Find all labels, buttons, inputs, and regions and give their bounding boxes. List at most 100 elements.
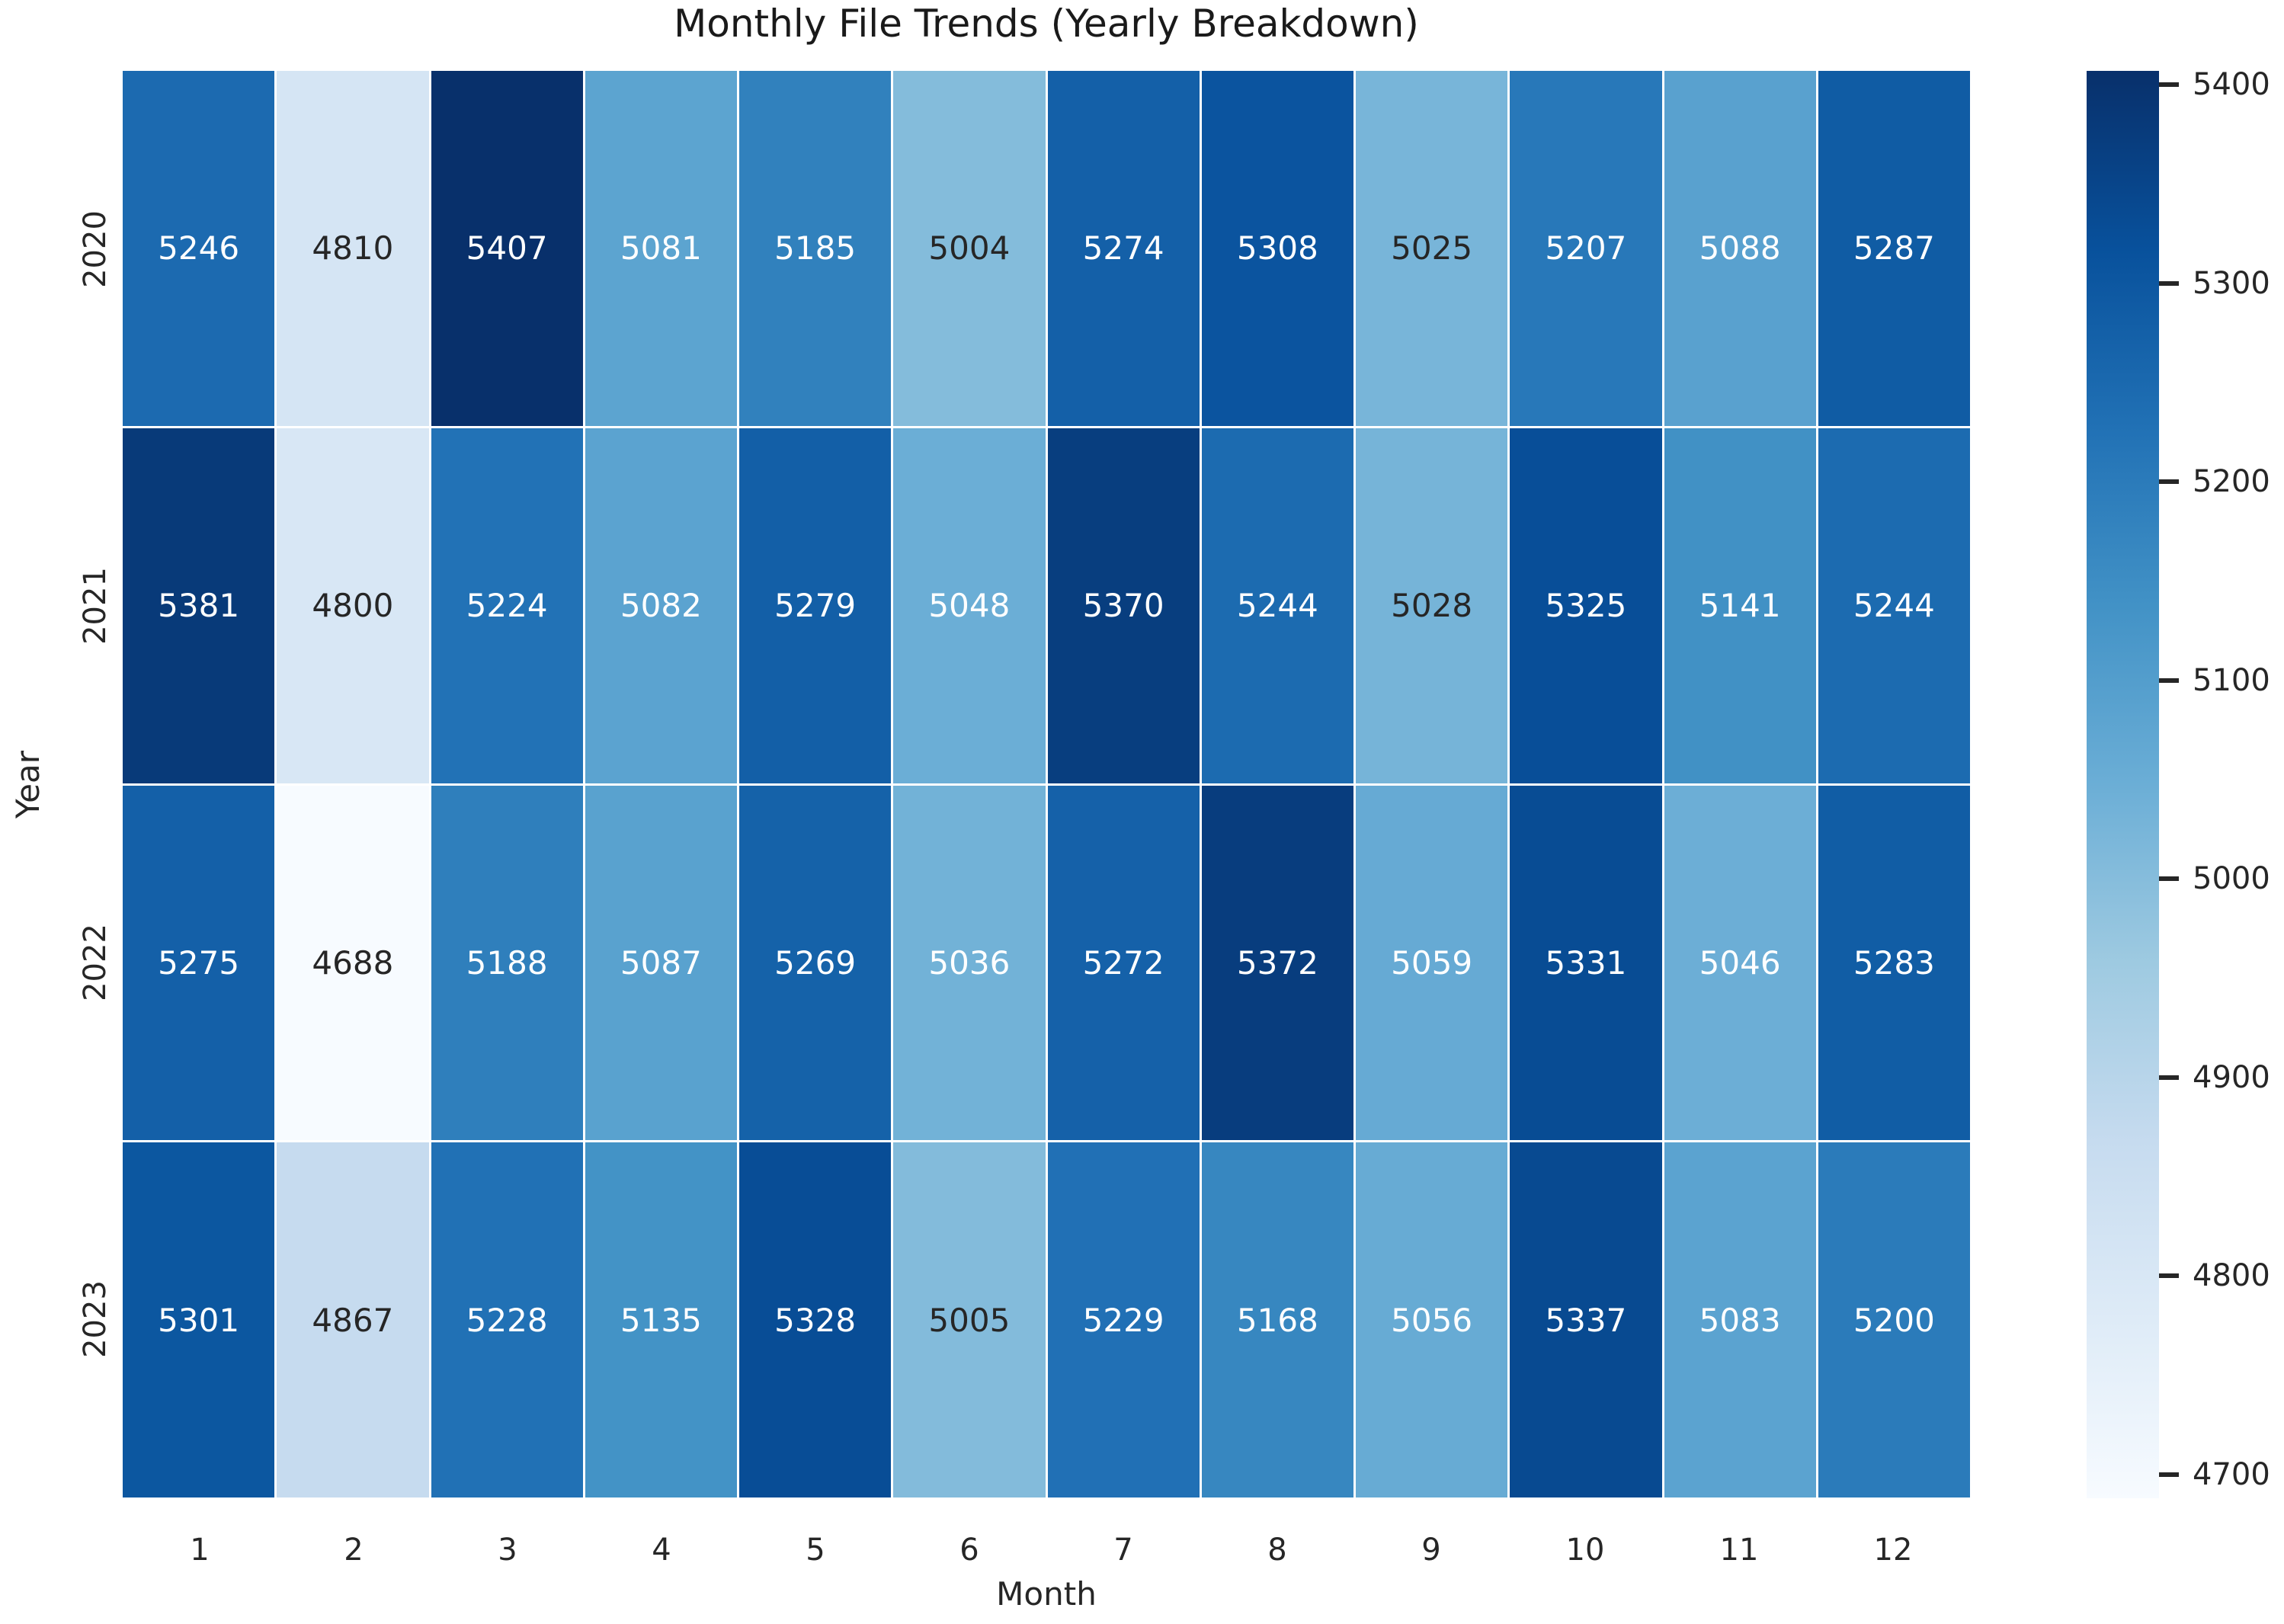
heatmap-cell: 5279 [739, 428, 892, 783]
heatmap-cell: 5372 [1201, 785, 1353, 1141]
heatmap-grid: 5246 4810 5407 5081 5185 5004 5274 5308 5025 5207… [123, 71, 1970, 1497]
colorbar-tick [2159, 1273, 2179, 1279]
colorbar-tick-label: 4900 [2193, 1059, 2270, 1095]
colorbar-tick-label: 5200 [2193, 464, 2270, 500]
y-tick-label: 2023 [78, 1280, 114, 1358]
cell-value: 5274 [1082, 229, 1164, 267]
heatmap-cell: 5188 [431, 785, 583, 1141]
cell-value: 5036 [928, 943, 1011, 982]
colorbar-tick-label: 5100 [2193, 662, 2270, 698]
cell-value: 5185 [774, 229, 857, 267]
cell-value: 5228 [466, 1301, 548, 1339]
heatmap-cell: 5331 [1510, 785, 1662, 1141]
colorbar-tick [2159, 280, 2179, 286]
heatmap-cell: 5328 [739, 1142, 892, 1497]
cell-value: 4810 [312, 229, 394, 267]
cell-value: 5337 [1545, 1301, 1627, 1339]
x-tick-label: 12 [1873, 1533, 1913, 1568]
colorbar-tick [2159, 1472, 2179, 1477]
cell-value: 5287 [1853, 229, 1935, 267]
cell-value: 5331 [1545, 943, 1627, 982]
heatmap-cell: 5283 [1818, 785, 1970, 1141]
heatmap-cell: 5048 [893, 428, 1046, 783]
heatmap-cell: 5046 [1664, 785, 1816, 1141]
cell-value: 5272 [1082, 943, 1164, 982]
cell-value: 5168 [1236, 1301, 1318, 1339]
cell-value: 5207 [1545, 229, 1627, 267]
colorbar-tick-label: 4700 [2193, 1456, 2270, 1492]
heatmap-cell: 5141 [1664, 428, 1816, 783]
colorbar-tick [2159, 1075, 2179, 1080]
heatmap-cell: 4800 [277, 428, 429, 783]
cell-value: 5246 [158, 229, 240, 267]
x-tick-label: 7 [1113, 1533, 1133, 1568]
cell-value: 5048 [928, 587, 1011, 625]
colorbar-tick-label: 4800 [2193, 1258, 2270, 1294]
cell-value: 5372 [1236, 943, 1318, 982]
heatmap-cell: 5028 [1356, 428, 1508, 783]
cell-value: 5283 [1853, 943, 1935, 982]
heatmap-cell: 5269 [739, 785, 892, 1141]
colorbar-gradient [2087, 71, 2159, 1498]
cell-value: 5059 [1391, 943, 1473, 982]
colorbar-tick-label: 5300 [2193, 265, 2270, 301]
heatmap-cell: 5025 [1356, 71, 1508, 426]
heatmap-cell: 5272 [1047, 785, 1200, 1141]
colorbar-tick [2159, 82, 2179, 88]
x-tick-label: 5 [806, 1533, 825, 1568]
heatmap-cell: 5229 [1047, 1142, 1200, 1497]
cell-value: 5088 [1699, 229, 1781, 267]
heatmap-cell: 4810 [277, 71, 429, 426]
cell-value: 5275 [158, 943, 240, 982]
cell-value: 5407 [466, 229, 548, 267]
heatmap-cell: 5370 [1047, 428, 1200, 783]
heatmap-cell: 5083 [1664, 1142, 1816, 1497]
colorbar-tick [2159, 876, 2179, 882]
heatmap-cell: 5274 [1047, 71, 1200, 426]
cell-value: 5244 [1853, 587, 1935, 625]
cell-value: 4688 [312, 943, 394, 982]
cell-value: 5082 [620, 587, 702, 625]
colorbar-tick-label: 5000 [2193, 861, 2270, 897]
heatmap-cell: 5207 [1510, 71, 1662, 426]
chart-title: Monthly File Trends (Yearly Breakdown) [674, 2, 1419, 46]
y-tick-label: 2020 [78, 210, 114, 288]
cell-value: 5005 [928, 1301, 1011, 1339]
x-tick-label: 9 [1421, 1533, 1441, 1568]
heatmap-cell: 5308 [1201, 71, 1353, 426]
cell-value: 5308 [1236, 229, 1318, 267]
x-tick-label: 10 [1565, 1533, 1605, 1568]
cell-value: 4800 [312, 587, 394, 625]
cell-value: 5200 [1853, 1301, 1935, 1339]
y-axis-label-text: Year [8, 750, 46, 818]
x-axis-label: Month [996, 1575, 1097, 1613]
heatmap-cell: 5287 [1818, 71, 1970, 426]
heatmap-cell: 5407 [431, 71, 583, 426]
y-tick-labels: 2020 2021 2022 2023 [72, 71, 118, 1497]
colorbar-tick [2159, 677, 2179, 683]
x-tick-labels: 1 2 3 4 5 6 7 8 9 10 11 12 [123, 1530, 1970, 1570]
heatmap-cell: 5036 [893, 785, 1046, 1141]
heatmap-cell: 5005 [893, 1142, 1046, 1497]
heatmap-cell: 5337 [1510, 1142, 1662, 1497]
cell-value: 5081 [620, 229, 702, 267]
cell-value: 5141 [1699, 587, 1781, 625]
heatmap-cell: 5244 [1201, 428, 1353, 783]
cell-value: 5244 [1236, 587, 1318, 625]
cell-value: 5224 [466, 587, 548, 625]
y-tick-label: 2022 [78, 924, 114, 1001]
heatmap-cell: 5135 [585, 1142, 737, 1497]
heatmap-cell: 4688 [277, 785, 429, 1141]
heatmap-cell: 5246 [123, 71, 275, 426]
cell-value: 5083 [1699, 1301, 1781, 1339]
heatmap-cell: 5059 [1356, 785, 1508, 1141]
cell-value: 5381 [158, 587, 240, 625]
cell-value: 5028 [1391, 587, 1473, 625]
x-tick-label: 6 [959, 1533, 979, 1568]
heatmap-cell: 5056 [1356, 1142, 1508, 1497]
x-tick-label: 1 [190, 1533, 210, 1568]
heatmap-cell: 5224 [431, 428, 583, 783]
heatmap-cell: 5381 [123, 428, 275, 783]
cell-value: 5056 [1391, 1301, 1473, 1339]
